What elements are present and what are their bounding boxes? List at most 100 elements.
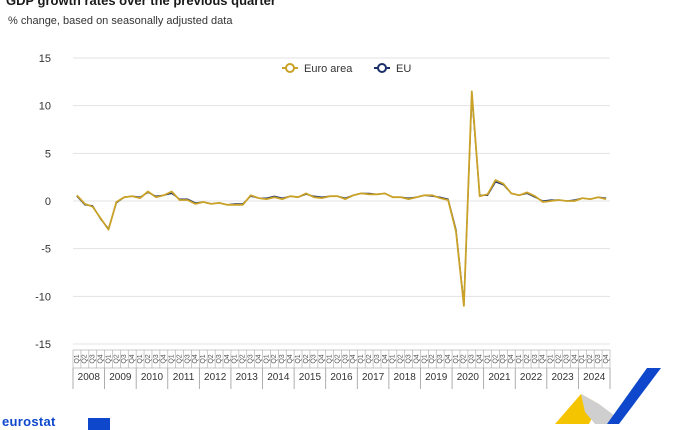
year-label: 2018 [394,372,417,383]
quarter-tick-label: Q3 [595,354,602,363]
quarter-tick-label: Q4 [382,354,389,363]
x-axis: Q1 Q2 Q3 Q4 Q1 Q2 Q3 Q4 Q1 Q2 Q3 Q4 Q1 Q2 Q3 Q4 Q1 Q2 Q3 Q4… [72,349,611,389]
quarter-tick-label: Q3 [469,354,476,363]
quarter-tick-label: Q3 [374,354,381,363]
y-tick-label: 0 [45,196,51,208]
y-tick-label: 5 [45,148,51,160]
year-label: 2013 [236,372,259,383]
series-line-eu [76,95,607,305]
quarter-tick-label: Q4 [477,354,484,363]
quarter-tick-label: Q3 [342,354,349,363]
quarter-tick-label: Q2 [492,354,499,363]
y-tick-label: -15 [35,339,51,351]
year-label: 2019 [425,372,448,383]
quarter-tick-label: Q2 [303,354,310,363]
quarter-tick-label: Q1 [421,354,428,363]
quarter-tick-label: Q2 [461,354,468,363]
legend-label: Euro area [304,63,353,75]
quarter-tick-label: Q4 [350,354,357,363]
year-label: 2008 [78,372,101,383]
y-tick-label: -5 [41,244,51,256]
quarter-tick-label: Q2 [113,354,120,363]
year-label: 2024 [583,372,606,383]
quarter-tick-label: Q4 [255,354,262,363]
quarter-tick-label: Q2 [176,354,183,363]
gridlines [73,57,610,345]
quarter-tick-label: Q3 [405,354,412,363]
quarter-tick-label: Q1 [358,354,365,363]
year-label: 2010 [141,372,164,383]
quarter-tick-label: Q3 [121,354,128,363]
quarter-tick-label: Q2 [587,354,594,363]
quarter-tick-label: Q4 [413,354,420,363]
quarter-tick-label: Q2 [524,354,531,363]
quarter-tick-label: Q1 [453,354,460,363]
legend-item-eu[interactable]: EU [374,63,411,75]
quarter-tick-label: Q2 [334,354,341,363]
quarter-tick-label: Q1 [326,354,333,363]
quarter-tick-label: Q4 [192,354,199,363]
y-tick-label: 10 [39,101,51,113]
y-axis-ticks: 15 10 5 0 -5 -10 -15 [35,53,51,351]
year-label: 2017 [362,372,385,383]
quarter-tick-label: Q4 [540,354,547,363]
quarter-tick-label: Q1 [390,354,397,363]
quarter-tick-label: Q4 [508,354,515,363]
year-label: 2016 [330,372,353,383]
chart-subtitle: % change, based on seasonally adjusted d… [8,15,233,27]
year-label: 2012 [204,372,227,383]
legend-label: EU [396,63,411,75]
quarter-tick-label: Q4 [97,354,104,363]
eu-flag-icon [88,418,110,430]
quarter-tick-label: Q2 [145,354,152,363]
blue-chevron-shape [607,368,661,424]
quarter-tick-label: Q4 [287,354,294,363]
quarter-tick-label: Q3 [248,354,255,363]
quarter-tick-label: Q2 [240,354,247,363]
quarter-tick-label: Q1 [295,354,302,363]
year-label: 2020 [457,372,480,383]
quarter-tick-label: Q1 [137,354,144,363]
quarter-tick-label: Q4 [571,354,578,363]
legend[interactable]: Euro area EU [282,63,411,75]
legend-swatch-marker [285,63,295,73]
quarter-tick-label: Q3 [184,354,191,363]
quarter-tick-label: Q1 [484,354,491,363]
quarter-tick-label: Q3 [311,354,318,363]
quarter-tick-label: Q1 [200,354,207,363]
quarter-tick-label: Q2 [429,354,436,363]
quarter-tick-label: Q4 [445,354,452,363]
quarter-tick-label: Q3 [437,354,444,363]
legend-item-euro-area[interactable]: Euro area [282,63,353,75]
year-label: 2022 [520,372,543,383]
quarter-tick-label: Q3 [279,354,286,363]
quarter-tick-label: Q2 [366,354,373,363]
quarter-tick-label: Q4 [603,354,610,363]
year-label: 2023 [551,372,574,383]
quarter-tick-label: Q3 [90,354,97,363]
chart-title: GDP growth rates over the previous quart… [6,0,276,8]
y-tick-label: 15 [39,53,51,65]
year-label: 2015 [299,372,322,383]
y-tick-label: -10 [35,291,51,303]
quarter-tick-label: Q2 [556,354,563,363]
year-label: 2009 [109,372,132,383]
quarter-tick-label: Q4 [319,354,326,363]
quarter-tick-label: Q1 [74,354,81,363]
quarter-tick-label: Q2 [271,354,278,363]
grey-chevron-shape [581,394,615,424]
quarter-tick-label: Q2 [398,354,405,363]
quarter-tick-label: Q1 [516,354,523,363]
quarter-tick-label: Q4 [224,354,231,363]
eurostat-logo: eurostat [2,414,56,429]
quarter-tick-label: Q1 [579,354,586,363]
year-label: 2014 [267,372,290,383]
quarter-tick-label: Q2 [82,354,89,363]
quarter-tick-label: Q3 [563,354,570,363]
year-label: 2021 [488,372,511,383]
series-line-euro-area [76,90,607,307]
quarter-tick-label: Q3 [153,354,160,363]
quarter-tick-label: Q1 [105,354,112,363]
quarter-tick-label: Q1 [263,354,270,363]
